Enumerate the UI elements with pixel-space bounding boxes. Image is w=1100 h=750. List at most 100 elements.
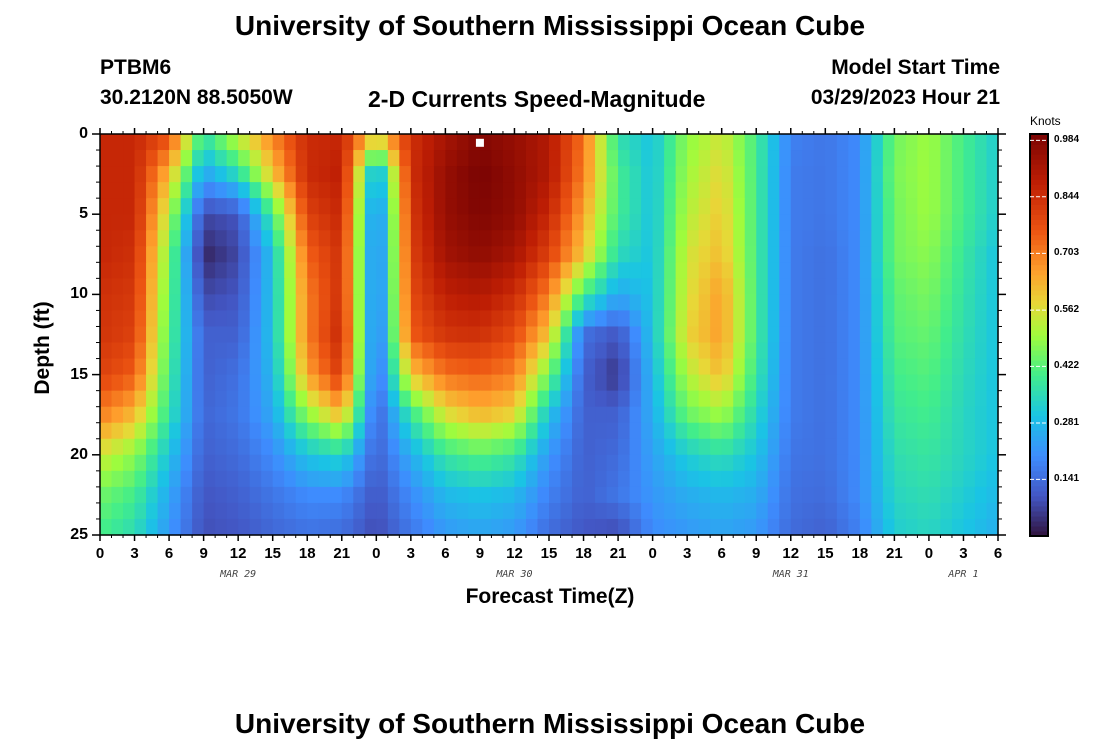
heatmap-cell <box>733 454 746 472</box>
heatmap-cell <box>733 422 746 440</box>
heatmap-cell <box>226 438 239 456</box>
heatmap-cell <box>710 246 723 263</box>
heatmap-cell <box>433 342 446 360</box>
heatmap-cell <box>733 390 746 408</box>
heatmap-cell <box>652 454 665 472</box>
heatmap-cell <box>779 406 792 424</box>
heatmap-cell <box>779 518 792 536</box>
heatmap-cell <box>928 166 942 183</box>
heatmap-cell <box>871 310 884 328</box>
heatmap-cell <box>951 214 965 231</box>
heatmap-cell <box>905 278 919 295</box>
heatmap-cell <box>491 438 504 456</box>
heatmap-cell <box>502 470 516 488</box>
heatmap-cell <box>698 502 711 520</box>
heatmap-cell <box>364 278 377 295</box>
heatmap-cell <box>341 454 354 472</box>
x-tick-label: 12 <box>229 545 247 562</box>
colorbar-segment <box>1030 269 1048 276</box>
heatmap-cell <box>629 486 642 504</box>
heatmap-cell <box>721 310 734 328</box>
heatmap-cell <box>687 278 700 295</box>
heatmap-cell <box>123 230 136 247</box>
colorbar-segment <box>1030 259 1048 266</box>
heatmap-cell <box>733 294 746 312</box>
heatmap-cell <box>146 214 159 231</box>
heatmap-cell <box>606 518 619 536</box>
heatmap-cell <box>848 502 861 520</box>
heatmap-cell <box>169 310 182 328</box>
heatmap-cell <box>583 342 596 360</box>
heatmap-cell <box>675 182 688 199</box>
heatmap-cell <box>249 182 262 199</box>
heatmap-cell <box>940 326 953 344</box>
heatmap-cell <box>882 502 895 520</box>
date-label: APR 1 <box>948 569 979 580</box>
heatmap-cell <box>169 342 182 360</box>
heatmap-cell <box>456 502 470 520</box>
heatmap-cell <box>422 150 435 167</box>
heatmap-cell <box>721 390 734 408</box>
heatmap-cell <box>203 502 216 520</box>
heatmap-cell <box>180 262 193 279</box>
heatmap-cell <box>940 518 953 536</box>
heatmap-cell <box>456 342 470 360</box>
heatmap-cell <box>744 294 757 312</box>
heatmap-cell <box>882 214 895 231</box>
heatmap-cell <box>721 294 734 312</box>
heatmap-cell <box>767 294 780 312</box>
heatmap-cells <box>100 134 999 536</box>
heatmap-cell <box>341 406 354 424</box>
heatmap-cell <box>295 342 308 360</box>
heatmap-cell <box>698 454 711 472</box>
heatmap-cell <box>963 438 976 456</box>
heatmap-cell <box>203 470 216 488</box>
heatmap-cell <box>744 230 757 247</box>
colorbar-tick-label: 0.703 <box>1054 247 1080 259</box>
heatmap-cell <box>376 230 389 247</box>
heatmap-cell <box>433 134 446 151</box>
heatmap-cell <box>134 166 147 183</box>
heatmap-cell <box>169 454 182 472</box>
heatmap-cell <box>928 134 942 151</box>
heatmap-cell <box>641 374 654 392</box>
heatmap-cell <box>905 406 919 424</box>
heatmap-cell <box>802 278 815 295</box>
heatmap-cell <box>525 390 539 408</box>
heatmap-cell <box>192 406 205 424</box>
colorbar-segment <box>1030 385 1048 391</box>
heatmap-cell <box>364 262 377 279</box>
heatmap-cell <box>606 486 619 504</box>
heatmap-cell <box>882 358 895 376</box>
heatmap-cell <box>226 166 239 183</box>
heatmap-cell <box>928 438 942 456</box>
heatmap-cell <box>974 198 988 215</box>
heatmap-cell <box>491 422 504 440</box>
heatmap-cell <box>986 310 999 328</box>
heatmap-cell <box>249 214 262 231</box>
heatmap-cell <box>618 182 631 199</box>
heatmap-cell <box>410 166 423 183</box>
heatmap-cell <box>307 486 320 504</box>
heatmap-cell <box>928 310 942 328</box>
heatmap-cell <box>606 246 619 263</box>
heatmap-cell <box>261 438 274 456</box>
heatmap-cell <box>572 230 585 247</box>
heatmap-cell <box>537 374 550 392</box>
heatmap-cell <box>146 518 159 536</box>
heatmap-cell <box>330 406 343 424</box>
heatmap-cell <box>180 198 193 215</box>
heatmap-cell <box>756 166 769 183</box>
heatmap-cell <box>502 358 516 376</box>
heatmap-cell <box>433 454 446 472</box>
heatmap-cell <box>917 422 930 440</box>
heatmap-cell <box>629 150 642 167</box>
heatmap-cell <box>618 214 631 231</box>
heatmap-cell <box>307 214 320 231</box>
heatmap-cell <box>917 278 930 295</box>
heatmap-cell <box>433 326 446 344</box>
heatmap-cell <box>698 294 711 312</box>
heatmap-cell <box>295 502 308 520</box>
heatmap-cell <box>675 198 688 215</box>
heatmap-cell <box>307 518 320 536</box>
